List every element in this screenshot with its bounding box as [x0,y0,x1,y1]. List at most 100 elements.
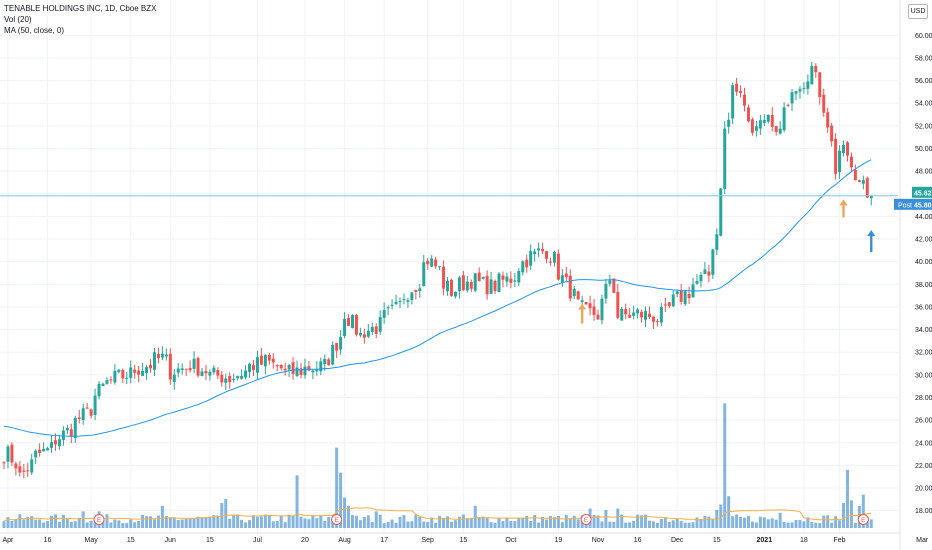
candle[interactable] [818,72,822,105]
candle[interactable] [675,289,679,298]
candle[interactable] [335,342,339,358]
candle[interactable] [152,347,156,377]
earnings-circle[interactable] [93,514,105,525]
candle[interactable] [545,251,549,264]
candle[interactable] [794,90,798,101]
candle[interactable] [244,365,248,380]
candle[interactable] [501,271,505,288]
candle[interactable] [746,104,750,123]
candle[interactable] [572,285,576,300]
candle[interactable] [560,269,564,287]
candle[interactable] [766,114,770,124]
candle[interactable] [113,364,117,385]
candle[interactable] [814,63,818,78]
candle[interactable] [556,249,560,281]
candle[interactable] [350,314,354,329]
candle[interactable] [303,358,307,379]
candle[interactable] [620,306,624,321]
candle[interactable] [133,364,137,379]
candle[interactable] [667,301,671,309]
arrow-up-orange-icon[interactable] [578,303,587,324]
candle[interactable] [85,402,89,410]
earnings-marker[interactable]: E [857,514,869,525]
candle[interactable] [236,375,240,381]
candle[interactable] [853,164,857,181]
candle[interactable] [10,442,14,467]
candle[interactable] [434,256,438,269]
candle[interactable] [374,323,378,339]
candle[interactable] [782,102,786,133]
earnings-marker[interactable]: E [331,514,343,525]
candle[interactable] [192,351,196,374]
candle[interactable] [109,376,113,384]
candle[interactable] [857,179,861,183]
candle[interactable] [750,117,754,136]
candle[interactable] [834,133,838,180]
candle[interactable] [57,434,61,450]
candle[interactable] [168,348,172,385]
candle[interactable] [861,175,865,190]
earnings-circle[interactable] [580,514,592,525]
candle[interactable] [548,257,552,266]
candle[interactable] [180,363,184,375]
candle[interactable] [517,267,521,286]
candle[interactable] [592,298,596,321]
candle[interactable] [6,444,10,469]
candle[interactable] [493,279,497,295]
candle[interactable] [251,359,255,376]
candle[interactable] [842,140,846,157]
candle[interactable] [422,255,426,287]
candle[interactable] [331,341,335,366]
candle[interactable] [636,307,640,319]
candle[interactable] [497,271,501,293]
candle[interactable] [604,279,608,304]
candle[interactable] [687,286,691,304]
candle[interactable] [449,278,453,297]
candle[interactable] [382,302,386,324]
candle[interactable] [125,371,129,385]
candle[interactable] [671,290,675,308]
candle[interactable] [446,277,450,296]
candle[interactable] [188,360,192,373]
candle[interactable] [711,248,715,279]
candle[interactable] [240,369,244,380]
candle[interactable] [659,302,663,326]
candle[interactable] [568,269,572,302]
candle[interactable] [149,359,153,373]
candle[interactable] [509,271,513,289]
candle[interactable] [81,403,85,425]
candle[interactable] [279,364,283,371]
candle[interactable] [255,350,259,380]
candle[interactable] [220,370,224,387]
candle[interactable] [398,297,402,309]
candle[interactable] [216,367,220,379]
candle[interactable] [406,297,410,308]
candle[interactable] [42,442,46,452]
candle[interactable] [485,270,489,300]
candle[interactable] [73,415,77,443]
candle[interactable] [14,461,18,476]
candle[interactable] [774,125,778,136]
candle[interactable] [628,308,632,319]
candle[interactable] [97,381,101,400]
candle[interactable] [647,306,651,320]
ma-indicator-label[interactable]: MA (50, close, 0) [4,26,65,35]
candle[interactable] [69,423,73,444]
candle[interactable] [762,114,766,127]
candle[interactable] [640,309,644,323]
candle[interactable] [655,319,659,327]
candle[interactable] [830,123,834,147]
candle[interactable] [394,294,398,306]
candle[interactable] [129,360,133,384]
candle[interactable] [778,121,782,135]
candle[interactable] [588,295,592,316]
candle[interactable] [703,261,707,275]
candle[interactable] [358,327,362,338]
candle[interactable] [430,255,434,268]
candle[interactable] [770,107,774,132]
arrow-up-orange-icon[interactable] [839,199,848,218]
candle[interactable] [402,293,406,305]
candle[interactable] [283,362,287,376]
candle[interactable] [845,141,849,162]
candle[interactable] [426,257,430,270]
